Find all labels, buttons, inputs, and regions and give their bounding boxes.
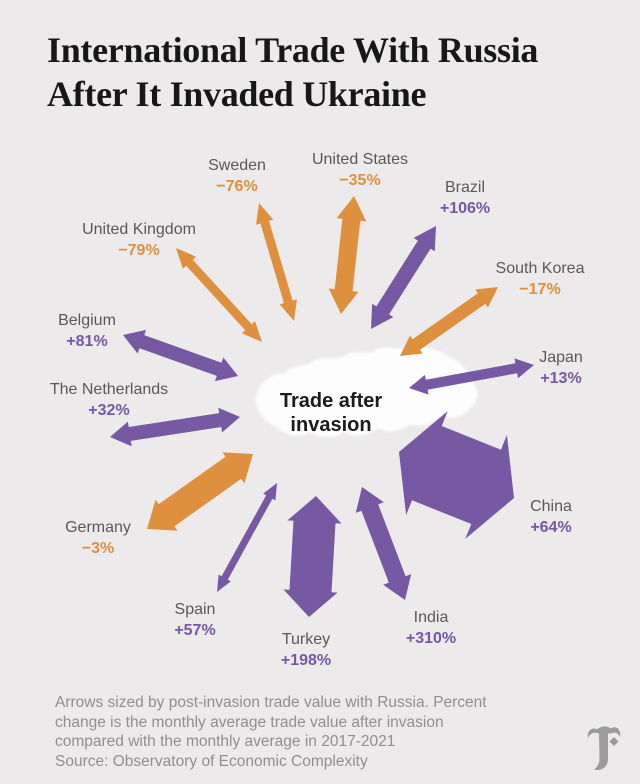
page-title: International Trade With Russia After It… [47, 28, 607, 116]
arrow-japan [409, 358, 534, 395]
center-label-line-2: invasion [290, 414, 372, 436]
arrow-spain [217, 483, 277, 592]
arrow-india [355, 487, 412, 600]
footnote-line: Source: Observatory of Economic Complexi… [55, 752, 368, 770]
nyt-logo [587, 726, 621, 770]
footnote-line: Arrows sized by post-invasion trade valu… [55, 694, 487, 711]
russia-map-silhouette [256, 346, 478, 438]
arrow-united-kingdom [176, 248, 262, 342]
footnote: Arrows sized by post-invasion trade valu… [55, 693, 575, 771]
nyt-logo-stem [594, 732, 608, 770]
nyt-logo-diamond [609, 737, 619, 746]
arrow-united-states [328, 196, 367, 314]
arrow-brazil [371, 226, 436, 329]
arrow-germany [147, 452, 253, 531]
title-line-1: International Trade With Russia [47, 30, 539, 70]
center-label: Trade after invasion [280, 389, 382, 437]
footnote-line: compared with the monthly average in 201… [55, 733, 396, 750]
arrow-south-korea [400, 287, 498, 356]
footnote-line: change is the monthly average trade valu… [55, 713, 444, 731]
arrow-sweden [256, 203, 297, 321]
arrow-china [399, 411, 514, 539]
arrow-turkey [283, 496, 342, 617]
arrow-belgium [123, 329, 238, 382]
center-label-line-1: Trade after [279, 390, 383, 412]
arrow-the-netherlands [110, 407, 240, 447]
title-line-2: After It Invaded Ukraine [47, 74, 427, 114]
